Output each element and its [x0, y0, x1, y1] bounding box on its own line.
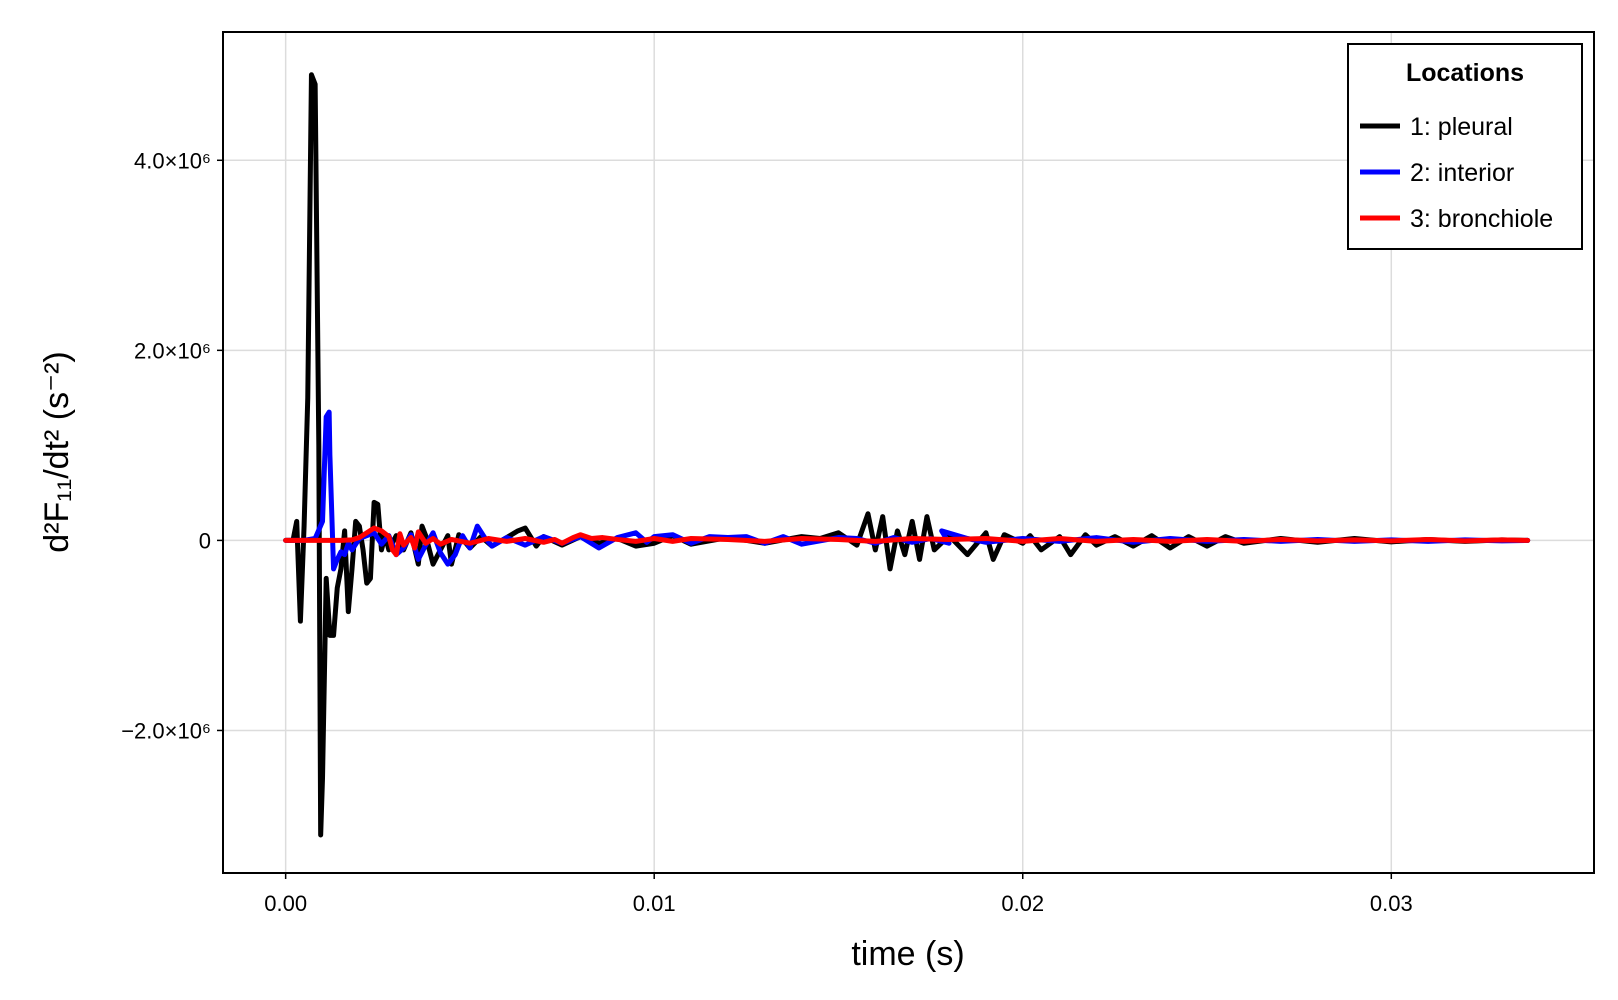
y-axis: −2.0×10⁶ 0 2.0×10⁶ 4.0×10⁶ — [121, 148, 223, 743]
x-axis-title: time (s) — [851, 935, 964, 973]
series-layer — [283, 72, 1531, 838]
y-tick-label: 4.0×10⁶ — [134, 148, 211, 173]
y-axis-title: d²F₁₁/dt² (s⁻²) — [38, 351, 76, 552]
x-tick-label: 0.00 — [264, 891, 307, 916]
y-tick-label: 2.0×10⁶ — [134, 338, 211, 363]
x-axis: 0.00 0.01 0.02 0.03 — [264, 873, 1413, 916]
x-tick-label: 0.03 — [1370, 891, 1413, 916]
legend-label-3: 3: bronchiole — [1410, 205, 1553, 233]
x-tick-label: 0.01 — [633, 891, 676, 916]
y-tick-label: 0 — [199, 528, 211, 553]
legend-box — [1347, 43, 1583, 250]
legend: Locations 1: pleural 2: interior 3: bronch… — [1347, 43, 1583, 250]
plot-frame — [222, 31, 1595, 874]
legend-label-2: 2: interior — [1410, 159, 1514, 187]
y-tick-label: −2.0×10⁶ — [121, 718, 211, 743]
legend-label-1: 1: pleural — [1410, 113, 1513, 141]
legend-title: Locations — [1406, 59, 1524, 87]
series-line-1 — [283, 72, 1531, 838]
x-tick-label: 0.02 — [1001, 891, 1044, 916]
series-line-3 — [283, 525, 1531, 558]
